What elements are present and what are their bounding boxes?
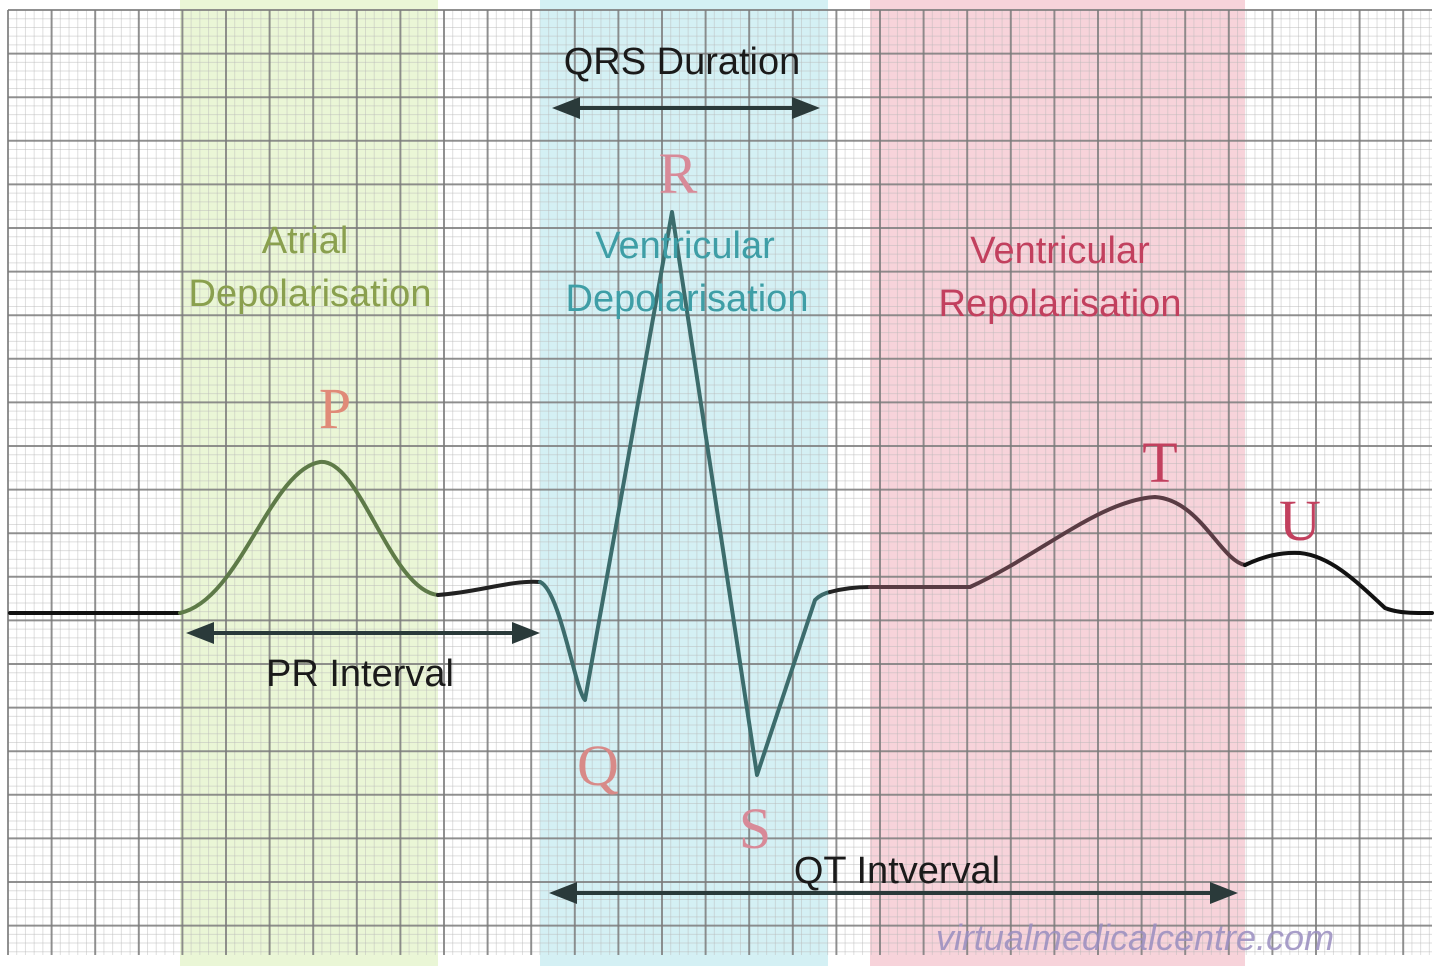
st-segment — [828, 585, 872, 594]
watermark: virtualmedicalcentre.com — [936, 917, 1334, 958]
p-wave — [178, 459, 440, 615]
qrs-complex — [538, 210, 832, 777]
u-wave-label: U — [1279, 488, 1321, 553]
q-wave-label: Q — [577, 733, 619, 798]
ventricular-depolarisation-band — [540, 0, 828, 966]
r-wave-label: R — [659, 141, 698, 206]
arrowhead-icon — [186, 622, 214, 644]
vdep-label-line2: Depolarisation — [566, 278, 809, 320]
t-wave-label: T — [1142, 430, 1177, 495]
arrowhead-icon — [1210, 882, 1238, 904]
arrows — [186, 97, 1238, 904]
u-wave — [1243, 550, 1434, 616]
atrial-label-line2: Depolarisation — [189, 273, 432, 315]
vdep-label-line1: Ventricular — [595, 225, 775, 267]
pr-segment — [436, 579, 542, 597]
arrowhead-icon — [792, 97, 820, 119]
vrep-label-line1: Ventricular — [970, 230, 1150, 272]
p-wave-label: P — [319, 376, 351, 441]
t-wave — [868, 495, 1247, 589]
s-wave-label: S — [739, 796, 771, 861]
pr-interval-label: PR Interval — [266, 653, 454, 695]
arrowhead-icon — [549, 882, 577, 904]
grid — [7, 9, 1432, 955]
ventricular-repolarisation-band — [870, 0, 1245, 966]
arrowhead-icon — [552, 97, 580, 119]
qrs-duration-label: QRS Duration — [564, 41, 801, 83]
atrial-label-line1: Atrial — [262, 220, 349, 262]
qt-interval-label: QT Intverval — [794, 850, 1000, 892]
atrial-depolarisation-band — [180, 0, 438, 966]
ecg-trace — [8, 210, 1434, 777]
vrep-label-line2: Repolarisation — [939, 283, 1182, 325]
arrowhead-icon — [512, 622, 540, 644]
